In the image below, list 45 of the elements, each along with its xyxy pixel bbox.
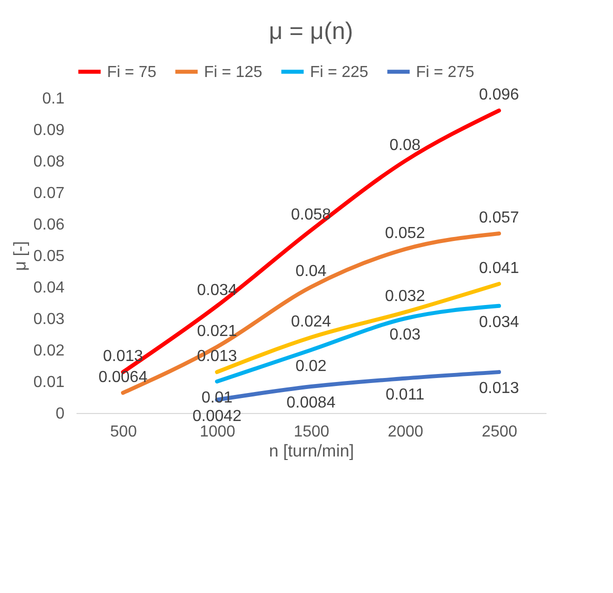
y-tick-label: 0.01	[33, 374, 65, 391]
x-axis-title: n [turn/min]	[268, 442, 354, 460]
chart-title: μ = μ(n)	[268, 18, 354, 45]
data-label: 0.057	[478, 209, 520, 226]
y-tick-label: 0.03	[33, 311, 65, 328]
data-label: 0.0064	[98, 368, 148, 386]
data-label: 0.0042	[192, 408, 242, 425]
data-label: 0.04	[295, 263, 327, 280]
data-label: 0.021	[196, 322, 238, 340]
data-label: 0.01	[201, 390, 233, 406]
data-label: 0.058	[290, 206, 332, 224]
data-label: 0.052	[384, 225, 426, 242]
y-tick-label: 0.09	[33, 122, 65, 139]
y-tick-label: 0.07	[33, 185, 65, 202]
y-tick-label: 0.06	[33, 216, 65, 234]
x-tick-label: 2000	[388, 424, 424, 440]
legend-label: Fi = 225	[310, 64, 368, 81]
x-tick-label: 2500	[482, 424, 518, 440]
data-label: 0.011	[386, 386, 425, 404]
legend-label: Fi = 275	[416, 64, 474, 81]
x-tick-label: 1000	[200, 424, 236, 440]
data-label: 0.08	[389, 137, 421, 154]
data-label: 0.034	[196, 282, 238, 299]
data-label: 0.034	[478, 314, 520, 331]
x-tick-label: 500	[110, 424, 137, 440]
y-tick-label: 0	[56, 406, 65, 422]
data-label: 0.013	[102, 348, 144, 366]
y-tick-label: 0.04	[33, 280, 65, 296]
data-label: 0.096	[478, 86, 520, 104]
y-tick-label: 0.08	[33, 154, 65, 170]
data-label: 0.0084	[286, 394, 336, 412]
y-axis-title: μ [-]	[10, 241, 30, 271]
y-tick-label: 0.05	[33, 248, 65, 265]
y-tick-label: 0.02	[33, 342, 65, 360]
legend-label: Fi = 125	[204, 64, 262, 81]
data-label: 0.032	[384, 288, 426, 306]
legend-label: Fi = 75	[107, 64, 156, 81]
data-label: 0.03	[389, 326, 421, 344]
data-label: 0.013	[478, 380, 520, 398]
x-tick-label: 1500	[294, 424, 330, 440]
data-label: 0.02	[295, 358, 327, 375]
y-tick-label: 0.1	[42, 90, 65, 108]
data-label: 0.041	[478, 260, 520, 277]
data-label: 0.024	[290, 313, 332, 330]
data-label: 0.013	[196, 348, 238, 366]
